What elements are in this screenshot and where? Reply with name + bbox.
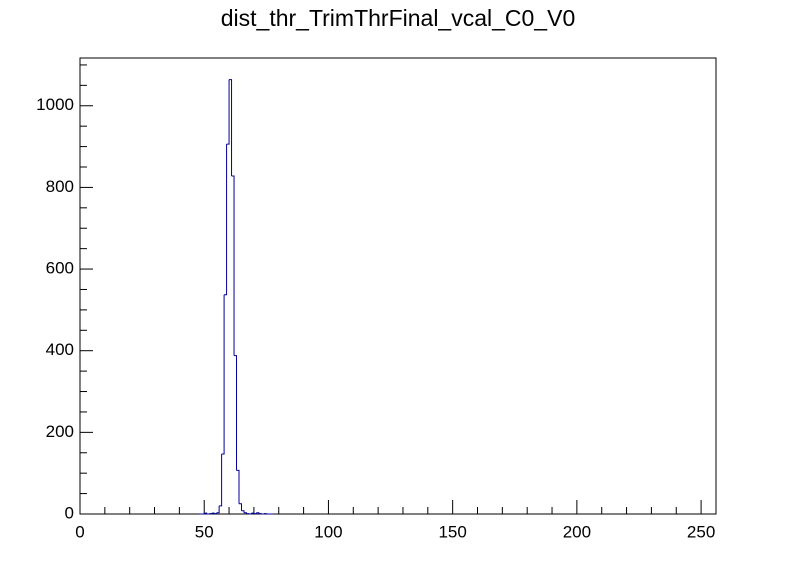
histogram-bin [243, 512, 247, 514]
y-tick-label: 200 [46, 422, 74, 441]
y-tick-label: 0 [65, 503, 74, 522]
histogram-bin [236, 469, 240, 504]
histogram-bin [231, 175, 235, 356]
histogram-bin [234, 355, 238, 471]
histogram-bin [241, 510, 245, 513]
plot-frame [79, 57, 717, 515]
histogram-bin [204, 512, 208, 514]
histogram-bin [229, 79, 233, 176]
y-tick-label: 600 [46, 259, 74, 278]
histogram-bin [216, 505, 220, 514]
x-tick-label: 100 [314, 522, 342, 541]
x-tick-label: 0 [75, 522, 84, 541]
histogram-bin [226, 79, 230, 145]
x-tick-label: 200 [563, 522, 591, 541]
x-tick-label: 50 [195, 522, 214, 541]
y-tick-label: 400 [46, 340, 74, 359]
histogram-bin [224, 144, 228, 296]
y-tick-label: 1000 [36, 95, 74, 114]
chart-title: dist_thr_TrimThrFinal_vcal_C0_V0 [221, 5, 576, 31]
histogram-bin [219, 453, 223, 507]
histogram-bin [239, 503, 242, 511]
x-tick-label: 250 [687, 522, 715, 541]
y-tick-label: 800 [46, 177, 74, 196]
x-tick-label: 150 [438, 522, 466, 541]
histogram-bin [221, 294, 225, 455]
